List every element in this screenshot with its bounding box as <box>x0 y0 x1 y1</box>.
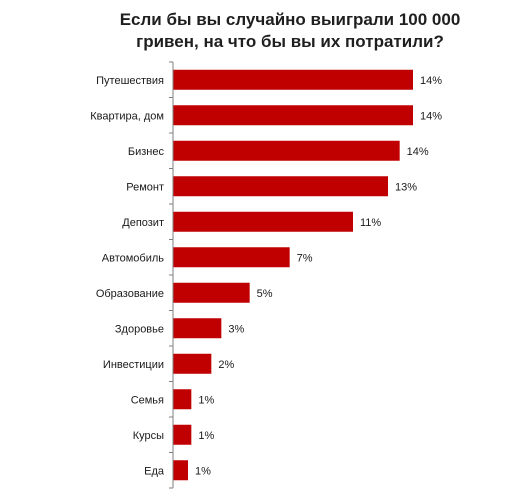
category-label-8: Инвестиции <box>103 359 164 371</box>
bar-1 <box>173 105 413 126</box>
category-label-7: Здоровье <box>115 323 164 335</box>
chart-title: Если бы вы случайно выиграли 100 000 гри… <box>90 9 490 53</box>
category-label-5: Автомобиль <box>102 252 165 264</box>
category-label-4: Депозит <box>122 217 164 229</box>
category-label-1: Квартира, дом <box>90 110 164 122</box>
value-label-8: 2% <box>218 359 234 371</box>
value-label-1: 14% <box>420 110 442 122</box>
bar-2 <box>173 140 400 161</box>
category-label-0: Путешествия <box>96 75 164 87</box>
chart-title-line2: гривен, на что бы вы их потратили? <box>136 32 444 51</box>
value-label-3: 13% <box>395 181 417 193</box>
category-label-2: Бизнес <box>128 146 165 158</box>
category-label-10: Курсы <box>133 430 164 442</box>
value-label-10: 1% <box>198 430 214 442</box>
category-label-9: Семья <box>131 394 164 406</box>
value-label-0: 14% <box>420 75 442 87</box>
bar-3 <box>173 176 388 197</box>
bar-8 <box>173 353 212 374</box>
bar-7 <box>173 318 222 339</box>
value-label-4: 11% <box>360 217 381 229</box>
bar-10 <box>173 424 192 445</box>
value-label-5: 7% <box>297 252 313 264</box>
category-label-3: Ремонт <box>126 181 164 193</box>
bar-5 <box>173 247 290 268</box>
category-label-6: Образование <box>96 288 164 300</box>
value-label-7: 3% <box>228 323 244 335</box>
bar-0 <box>173 69 413 90</box>
value-label-6: 5% <box>257 288 273 300</box>
bar-4 <box>173 211 353 232</box>
bar-11 <box>173 460 188 481</box>
value-label-2: 14% <box>407 146 429 158</box>
value-label-11: 1% <box>195 465 211 477</box>
bar-9 <box>173 389 192 410</box>
category-label-11: Еда <box>144 465 165 477</box>
bar-6 <box>173 282 250 303</box>
chart-title-line1: Если бы вы случайно выиграли 100 000 <box>119 10 461 29</box>
value-label-9: 1% <box>198 394 214 406</box>
